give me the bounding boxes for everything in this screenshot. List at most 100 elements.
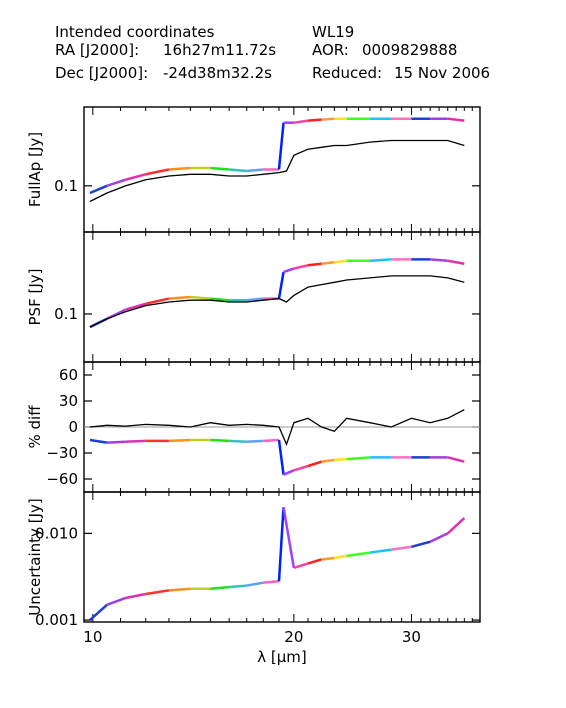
- series-line: [89, 139, 465, 203]
- y-tick-label: 0.010: [35, 524, 78, 542]
- dec-value: -24d38m32.2s: [163, 64, 272, 82]
- series-segment: [334, 457, 347, 462]
- series-segment: [246, 168, 264, 173]
- y-tick-label: 60: [59, 366, 78, 384]
- series-segment: [321, 556, 335, 561]
- y-tick-label: −60: [46, 470, 78, 488]
- aor-value: 0009829888: [362, 41, 457, 59]
- series-segment: [391, 545, 412, 551]
- series-segment: [246, 439, 264, 443]
- series-segment: [369, 258, 392, 263]
- y-tick-label: 30: [59, 392, 78, 410]
- panel-1: 0.1 FullAp [Jy]: [26, 106, 481, 233]
- dec-label: Dec [J2000]:: [55, 64, 148, 82]
- y-tick-label: 0.1: [54, 177, 78, 195]
- series-segment: [346, 551, 371, 558]
- series-segment: [106, 178, 127, 188]
- series-segment: [210, 166, 230, 171]
- series-segment: [293, 464, 309, 472]
- series-segment: [321, 260, 335, 265]
- series-segment: [447, 117, 465, 122]
- series-segment: [263, 438, 280, 443]
- series-segment: [277, 271, 285, 299]
- series-segment: [369, 548, 392, 554]
- series-segment: [106, 440, 126, 444]
- y-axis-title: % diff: [26, 405, 44, 449]
- series-segment: [293, 562, 309, 570]
- y-tick-label: −30: [46, 444, 78, 462]
- series-segment: [334, 259, 347, 264]
- series-segment: [210, 297, 230, 302]
- series-segment: [246, 297, 264, 302]
- x-tick-label: 20: [284, 628, 303, 646]
- series-segment: [307, 460, 322, 468]
- series-segment: [210, 585, 230, 590]
- series-segment: [277, 439, 285, 475]
- series-segment: [168, 166, 191, 171]
- x-axis-title: λ [μm]: [257, 648, 307, 666]
- y-tick-label: 0.1: [54, 305, 78, 323]
- series-segment: [210, 438, 230, 443]
- series-segment: [447, 456, 465, 463]
- reduced-value: 15 Nov 2006: [394, 64, 490, 82]
- reduced-label: Reduced:: [312, 64, 382, 82]
- x-tick-label: 10: [83, 628, 102, 646]
- series-segment: [145, 168, 170, 176]
- series-segment: [229, 168, 247, 173]
- y-axis-title: PSF [Jy]: [26, 269, 44, 326]
- series-segment: [282, 507, 296, 569]
- series-segment: [229, 584, 247, 589]
- series-segment: [321, 458, 335, 463]
- series-segment: [283, 469, 295, 476]
- ra-label: RA [J2000]:: [55, 41, 139, 59]
- series-line: [89, 409, 465, 447]
- series-segment: [125, 173, 147, 181]
- ra-value: 16h27m11.72s: [163, 41, 276, 59]
- x-tick-label: 30: [402, 628, 421, 646]
- header: Intended coordinates RA [J2000]: 16h27m1…: [55, 23, 490, 82]
- object-name: WL19: [312, 23, 354, 41]
- series-segment: [307, 262, 322, 267]
- panel-frame: [83, 491, 481, 623]
- series-segment: [307, 118, 322, 122]
- panel-2: 0.1 PSF [Jy]: [26, 231, 481, 363]
- series-segment: [89, 184, 108, 195]
- series-segment: [430, 258, 448, 263]
- series-segment: [89, 438, 108, 444]
- y-axis-title: FullAp [Jy]: [26, 132, 44, 207]
- series-segment: [168, 295, 191, 300]
- series-segment: [334, 554, 347, 560]
- series-segment: [125, 439, 146, 443]
- intended-coordinates-label: Intended coordinates: [55, 23, 215, 41]
- series-segment: [89, 603, 108, 622]
- panel-3: −60 −30 0 30 60 % diff: [26, 361, 481, 493]
- series-segment: [125, 302, 147, 311]
- series-segment: [190, 295, 211, 300]
- series-segment: [446, 517, 466, 535]
- series-segment: [277, 507, 285, 582]
- aor-label: AOR:: [312, 41, 349, 59]
- series-segment: [277, 122, 285, 170]
- series-segment: [321, 117, 335, 121]
- y-tick-label: 0: [68, 418, 78, 436]
- panel-frame: [83, 231, 481, 363]
- series-segment: [168, 438, 191, 443]
- series-segment: [411, 540, 431, 549]
- panels: 0.1 FullAp [Jy] 0.1 PSF [Jy] −60 −30 0 30 60 % di…: [26, 106, 481, 666]
- series-segment: [168, 587, 191, 592]
- series-segment: [283, 267, 295, 274]
- series-segment: [229, 439, 247, 443]
- series-segment: [125, 592, 146, 600]
- series-segment: [246, 581, 264, 587]
- series-line: [89, 275, 465, 328]
- series-segment: [263, 580, 280, 584]
- series-segment: [307, 558, 322, 565]
- series-segment: [145, 297, 170, 305]
- series-segment: [145, 589, 170, 596]
- series-segment: [293, 119, 309, 124]
- series-segment: [429, 532, 449, 543]
- series-segment: [293, 264, 309, 270]
- series-segment: [447, 259, 465, 265]
